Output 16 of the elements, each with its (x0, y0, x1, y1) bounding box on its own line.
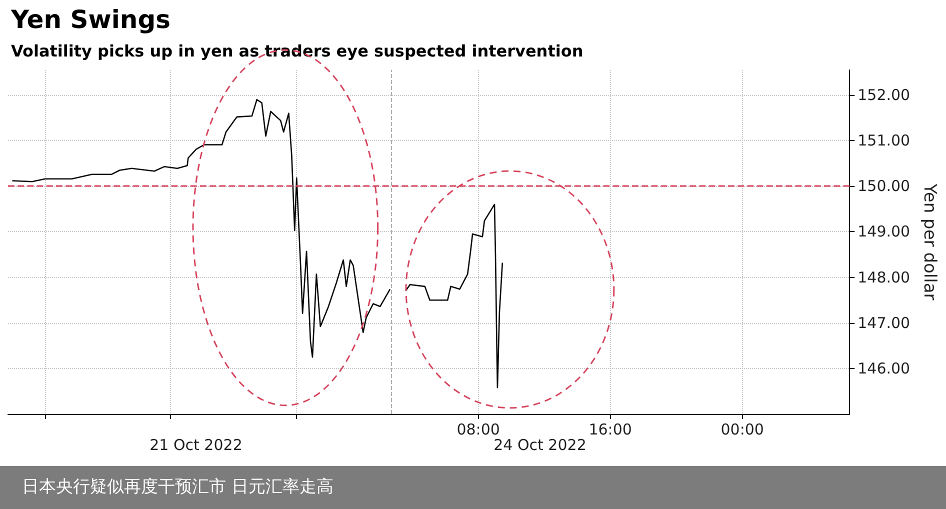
chart-subtitle: Volatility picks up in yen as traders eye suspected intervention (11, 42, 584, 60)
x-tick-label: 00:00 (720, 420, 764, 438)
x-tick-label: 16:00 (588, 420, 632, 438)
x-tick-label: 08:00 (456, 420, 500, 438)
y-tick-label: 146.00 (858, 359, 910, 378)
y-tick-label: 152.00 (858, 86, 910, 104)
y-tick-label: 150.00 (858, 177, 910, 196)
y-tick-label: 147.00 (858, 314, 910, 332)
chart-title: Yen Swings (10, 5, 171, 34)
y-tick-label: 151.00 (858, 132, 910, 150)
text: 24 Oct 2022 (494, 436, 586, 454)
y-axis-title: Yen per dollar (920, 182, 940, 300)
text: 21 Oct 2022 (148, 436, 244, 454)
text: 日本央行疑似再度干预汇市 日元汇率走高 (0, 466, 946, 509)
y-tick-label: 148.00 (858, 268, 910, 286)
y-tick-label: 149.00 (858, 222, 910, 241)
